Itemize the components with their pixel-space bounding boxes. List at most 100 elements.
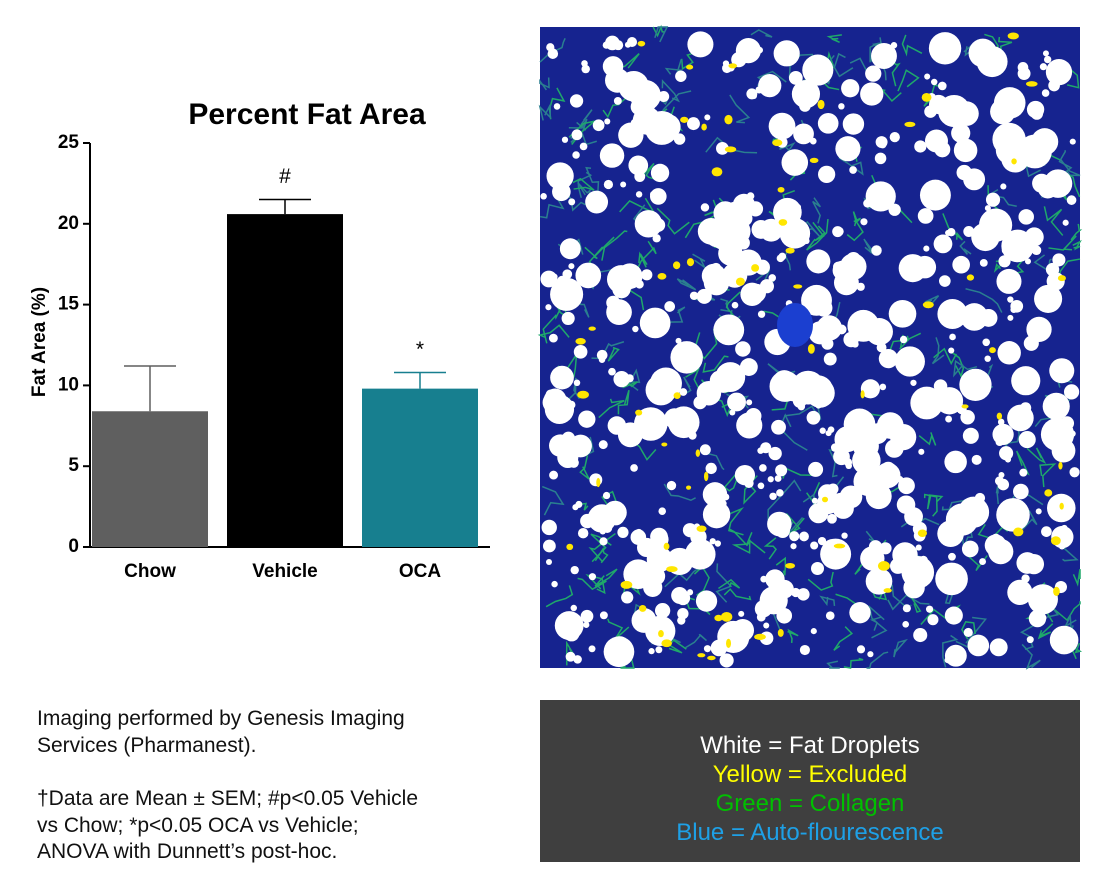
fat-droplet — [830, 443, 840, 452]
collagen — [833, 626, 854, 651]
collagen — [838, 157, 864, 176]
collagen — [846, 219, 864, 242]
fat-droplet — [945, 415, 953, 423]
fat-droplet — [1017, 67, 1031, 81]
fat-droplet — [658, 507, 666, 515]
fat-droplet — [1007, 579, 1033, 605]
fat-droplet — [709, 538, 716, 545]
fat-droplet — [1023, 335, 1039, 351]
excluded — [588, 326, 596, 331]
fat-droplet — [954, 101, 979, 126]
fat-droplet — [544, 394, 575, 424]
fat-droplet — [879, 383, 887, 391]
collagen — [826, 34, 842, 44]
fat-droplet — [739, 358, 758, 376]
collagen — [729, 94, 751, 124]
collagen — [868, 604, 885, 631]
fat-droplet — [630, 464, 638, 472]
excluded — [661, 639, 672, 648]
fat-droplet — [865, 65, 882, 82]
fat-droplet — [603, 179, 614, 190]
excluded — [921, 93, 932, 102]
fat-droplet — [720, 500, 727, 507]
excluded — [714, 614, 723, 622]
fat-droplet — [1053, 182, 1060, 189]
collagen — [731, 532, 753, 554]
fat-droplet — [890, 42, 898, 49]
collagen — [750, 29, 773, 38]
fat-droplet — [635, 191, 643, 198]
fat-droplet — [757, 482, 765, 490]
fat-droplet — [689, 291, 699, 300]
collagen — [965, 287, 1003, 313]
collagen — [541, 485, 565, 516]
fat-droplet — [758, 73, 782, 98]
collagen — [572, 177, 595, 191]
fat-droplet — [923, 245, 930, 252]
fat-droplet — [685, 539, 716, 570]
collagen — [723, 588, 752, 601]
fat-droplet — [984, 534, 1007, 557]
fat-droplet — [935, 387, 964, 415]
fat-droplet — [803, 237, 810, 245]
fat-droplet — [915, 544, 922, 551]
fat-droplet — [550, 277, 584, 311]
fat-droplet — [969, 517, 977, 524]
collagen — [723, 472, 739, 492]
collagen — [576, 109, 593, 131]
collagen — [664, 59, 683, 75]
chart-title: Percent Fat Area — [188, 98, 426, 131]
excluded — [701, 123, 707, 131]
fat-droplet — [570, 565, 579, 575]
fat-droplet — [979, 309, 998, 327]
fat-droplet — [587, 504, 617, 533]
fat-droplet — [1041, 526, 1052, 537]
fat-droplet — [735, 341, 751, 357]
fat-droplet — [613, 40, 624, 51]
collagen — [812, 221, 826, 242]
fat-droplet — [1066, 195, 1077, 205]
excluded — [666, 566, 678, 573]
fat-droplet — [902, 620, 910, 628]
legend-entry: Yellow = Excluded — [712, 761, 908, 788]
fat-droplet — [596, 349, 608, 361]
fat-droplet — [652, 234, 661, 243]
fat-droplet — [984, 355, 991, 362]
fat-droplet — [979, 208, 1013, 242]
fat-droplet — [654, 602, 671, 619]
collagen — [663, 483, 696, 502]
fat-droplet — [793, 123, 814, 145]
fat-droplet — [776, 489, 784, 497]
fat-droplet — [914, 140, 927, 153]
fat-droplet — [769, 492, 777, 501]
excluded — [1058, 461, 1063, 470]
excluded — [1011, 158, 1017, 165]
excluded — [657, 273, 667, 280]
fat-droplet — [899, 335, 908, 344]
fat-droplet — [674, 345, 690, 361]
fat-droplet — [1049, 625, 1079, 655]
collagen — [959, 240, 972, 255]
fat-droplet — [693, 395, 707, 410]
fat-droplet — [577, 527, 589, 539]
fat-droplet — [553, 103, 561, 110]
fat-droplet — [738, 610, 745, 617]
excluded — [860, 390, 865, 399]
collagen — [634, 240, 657, 274]
fat-droplet — [799, 644, 810, 656]
excluded — [807, 343, 815, 354]
credit: Imaging performed by Genesis Imaging Serv… — [37, 706, 405, 759]
error-bar — [259, 198, 311, 215]
fat-droplet — [573, 345, 588, 359]
fat-droplet — [1062, 219, 1069, 226]
fat-droplet — [860, 218, 868, 226]
collagen — [1039, 463, 1057, 488]
excluded — [673, 392, 681, 399]
collagen — [852, 211, 862, 223]
fat-droplet — [918, 448, 925, 455]
legend-entry: Blue = Auto-flourescence — [676, 819, 944, 846]
text-line: ANOVA with Dunnett’s post-hoc. — [37, 840, 338, 863]
fat-droplet — [984, 205, 991, 212]
collagen — [1026, 447, 1047, 464]
